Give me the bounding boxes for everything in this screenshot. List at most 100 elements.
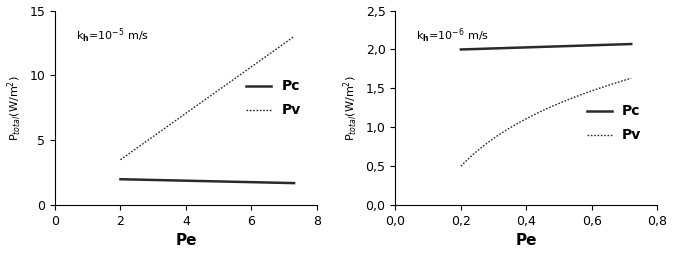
Pc [627,42,635,45]
Line: Pv: Pv [461,78,631,166]
Pc [184,179,192,182]
Pv [152,133,160,136]
Pc [544,45,552,48]
Pc [141,178,149,181]
Pc [603,43,611,46]
Pv [148,136,156,139]
Pc [138,178,146,181]
Pc [176,179,184,182]
Pc [276,181,284,184]
Pv [116,158,125,161]
Pv [287,38,295,41]
Pv [166,123,174,126]
Pc [586,44,594,47]
Pv [489,138,497,141]
Pc [191,179,199,182]
Pc [212,180,220,183]
Pc [180,179,188,182]
Pc [616,43,625,46]
Line: Pv: Pv [120,37,294,160]
Pc [457,48,465,51]
Pv [265,53,273,56]
Pc [592,44,600,47]
Pc [226,180,234,183]
Pv [176,116,184,119]
Pv [180,113,188,116]
Pc [173,179,181,182]
Pv [127,151,135,154]
Pv [237,73,245,76]
Pv [123,153,131,156]
Pc [613,43,621,46]
Pv [467,155,475,158]
Pc [575,44,583,47]
Pv [262,55,270,58]
Pc [287,182,295,185]
Pc [219,180,227,183]
Pv [464,158,472,161]
Pc [523,46,531,49]
Pc [251,181,259,184]
Pc [215,180,223,183]
Pc [273,181,281,184]
Pc [187,179,195,182]
Pv [138,143,146,146]
Legend: Pc, Pv: Pc, Pv [242,74,306,122]
Pc [258,181,267,184]
Pc [509,46,517,49]
Pv [170,120,178,123]
Pc [596,43,604,46]
Pc [237,180,245,183]
Pc [279,181,287,184]
Pv [219,85,227,88]
Pc [505,46,513,50]
Pv [229,78,238,81]
Pc [478,47,486,50]
Pv [191,105,199,108]
Pv [269,50,277,53]
Pc [166,179,174,182]
Pc [254,181,262,184]
Pc [516,46,524,49]
Pc [502,46,510,50]
Pv [187,108,195,111]
Pc [561,45,569,48]
Pv [209,93,217,96]
Pv [618,79,627,82]
Pc [526,46,534,49]
Pv [223,83,231,86]
Pv [251,63,259,66]
Pc [244,181,252,184]
Pc [485,47,493,50]
Pc [223,180,231,183]
Pc [621,43,629,46]
Pc [481,47,489,50]
Pc [571,44,579,47]
Pc [579,44,587,47]
Pc [464,48,472,51]
Pc [554,45,562,48]
Y-axis label: P$_{total}$(W/m$^{2}$): P$_{total}$(W/m$^{2}$) [342,75,360,141]
Pv [612,81,621,84]
Pv [234,75,242,78]
Pc [269,181,277,184]
Pc [610,43,618,46]
X-axis label: Pe: Pe [516,233,537,248]
Pv [155,131,164,134]
Pv [131,148,139,151]
Pv [173,118,181,121]
X-axis label: Pe: Pe [175,233,197,248]
Text: k$_\mathbf{h}$=10$^{-5}$ m/s: k$_\mathbf{h}$=10$^{-5}$ m/s [76,26,149,44]
Pv [205,95,213,98]
Pc [470,47,479,51]
Y-axis label: P$_{total}$(W/m$^{2}$): P$_{total}$(W/m$^{2}$) [5,75,24,141]
Pc [582,44,590,47]
Pv [162,125,170,129]
Pv [120,156,128,159]
Pv [502,129,510,132]
Pv [457,165,465,168]
Pc [589,44,597,47]
Pc [159,179,167,182]
Pc [460,48,468,51]
Pc [262,181,270,184]
